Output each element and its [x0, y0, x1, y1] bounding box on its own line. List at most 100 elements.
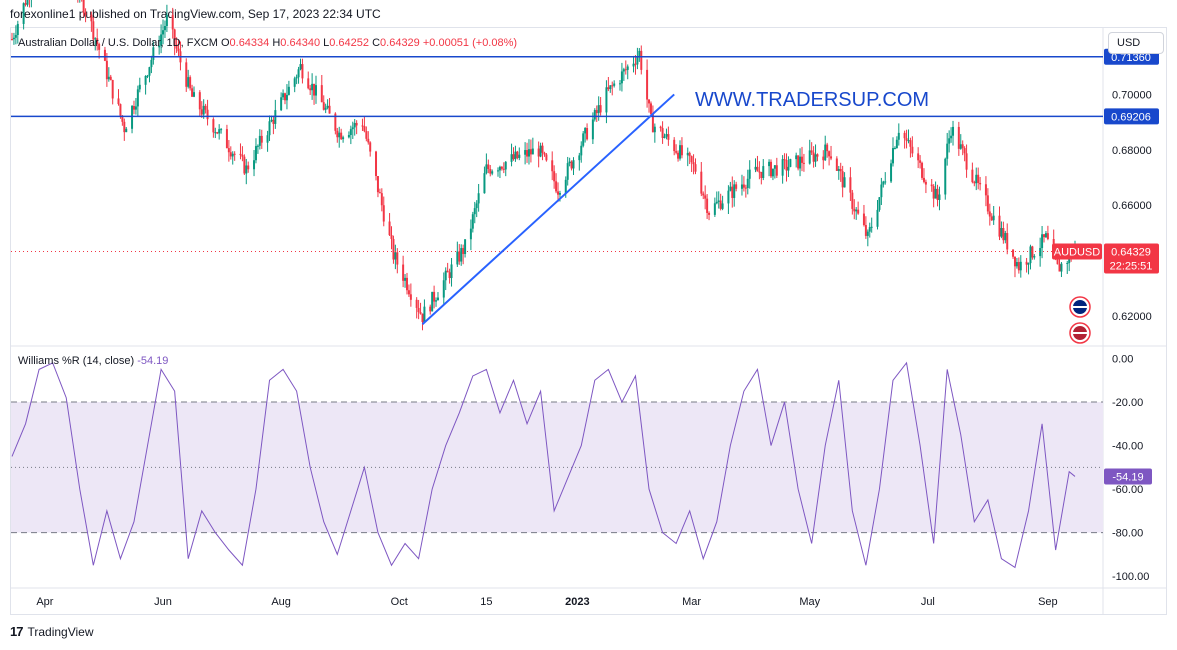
candle — [216, 131, 219, 135]
candle — [171, 7, 174, 39]
price-tick-label: 0.68000 — [1112, 145, 1152, 157]
candle — [404, 274, 407, 288]
candle — [1017, 257, 1020, 274]
candle — [282, 89, 285, 101]
candle — [932, 184, 935, 208]
candle — [855, 207, 858, 220]
candle — [903, 130, 906, 149]
candle — [175, 37, 178, 53]
candle — [502, 162, 505, 174]
candle — [973, 180, 976, 187]
candle — [421, 313, 424, 331]
candle — [649, 101, 652, 116]
candle — [293, 76, 296, 93]
candle — [591, 112, 594, 145]
candle — [731, 176, 734, 208]
candle — [30, 0, 32, 8]
candle — [419, 302, 422, 315]
candle — [105, 52, 108, 87]
x-tick-label: Sep — [1038, 596, 1058, 608]
wr-tick-label: -100.00 — [1112, 571, 1149, 583]
candle — [787, 156, 790, 177]
candle — [11, 32, 13, 41]
price-tick-label: 0.66000 — [1112, 200, 1152, 212]
candle — [721, 195, 724, 211]
candle — [868, 222, 871, 238]
williams-r-line — [11, 361, 1076, 569]
candle — [543, 151, 546, 157]
candle — [715, 191, 718, 205]
candle — [218, 124, 221, 140]
candle — [26, 0, 29, 7]
candle — [957, 121, 960, 156]
candle — [134, 98, 137, 115]
candle — [680, 137, 683, 159]
level-label: 0.71360 — [1111, 52, 1151, 64]
candle — [578, 152, 581, 171]
candle — [944, 157, 947, 200]
candle — [880, 177, 883, 206]
candle — [77, 0, 79, 3]
x-tick-label: Jun — [154, 596, 172, 608]
trendline[interactable] — [421, 93, 675, 325]
currency-button[interactable]: USD — [1108, 32, 1164, 54]
level-label: 0.69206 — [1111, 111, 1151, 123]
candle — [959, 134, 962, 150]
candle — [675, 144, 678, 155]
candle — [477, 183, 480, 212]
candle — [719, 193, 722, 211]
candle — [878, 197, 881, 212]
candle — [187, 69, 190, 89]
au-flag-icon[interactable] — [1069, 296, 1091, 318]
candle — [462, 244, 465, 265]
candle — [280, 92, 283, 112]
candle — [177, 39, 180, 57]
candle — [123, 118, 126, 141]
candle — [247, 161, 250, 173]
candle — [963, 146, 966, 162]
candle — [808, 139, 811, 165]
candle — [284, 92, 287, 105]
candle — [917, 147, 920, 169]
candle — [390, 226, 393, 250]
candle — [537, 141, 540, 168]
candle — [979, 176, 982, 191]
candle — [800, 146, 803, 172]
candle — [160, 24, 163, 54]
candle — [148, 66, 151, 83]
candle — [553, 165, 556, 189]
wr-tick-label: -20.00 — [1112, 397, 1143, 409]
candle — [369, 141, 372, 157]
watermark-text: WWW.TRADERSUP.COM — [695, 89, 929, 111]
candle — [510, 143, 513, 167]
candle — [245, 158, 248, 185]
candle — [200, 101, 203, 118]
candle — [301, 58, 304, 84]
candle — [392, 235, 395, 264]
candle — [409, 283, 412, 307]
candle — [907, 129, 910, 144]
us-flag-icon[interactable] — [1069, 322, 1091, 344]
candle — [469, 219, 472, 251]
x-tick-label: Oct — [391, 596, 408, 608]
candle — [460, 244, 463, 266]
price-legend: Australian Dollar / U.S. Dollar, 1D, FXC… — [18, 37, 517, 49]
candle — [905, 129, 908, 149]
candle — [700, 162, 703, 197]
candle — [1043, 233, 1046, 243]
candle — [661, 121, 664, 144]
candle — [483, 166, 486, 194]
candle — [692, 154, 695, 175]
candle — [202, 99, 205, 119]
candle — [489, 165, 492, 177]
candle — [529, 139, 532, 163]
candle — [189, 75, 192, 91]
candle — [1004, 230, 1007, 244]
footer: 17 TradingView — [10, 624, 94, 639]
candle — [98, 42, 101, 59]
candle — [826, 142, 829, 158]
candle — [307, 71, 310, 90]
candle — [936, 184, 939, 207]
candle — [1066, 260, 1069, 274]
candle — [227, 140, 230, 162]
